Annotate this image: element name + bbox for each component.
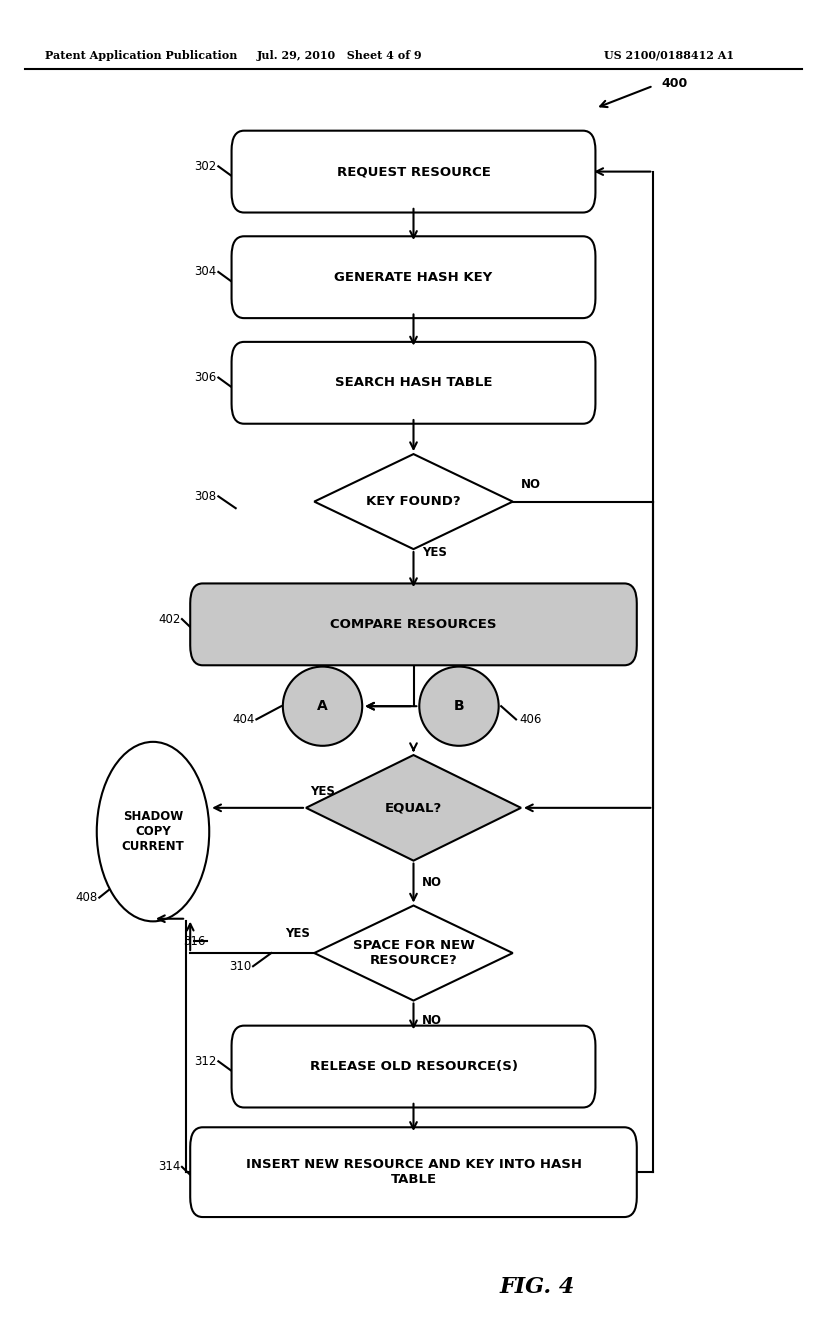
Text: SHADOW
COPY
CURRENT: SHADOW COPY CURRENT <box>122 810 184 853</box>
Text: COMPARE RESOURCES: COMPARE RESOURCES <box>330 618 497 631</box>
Text: US 2100/0188412 A1: US 2100/0188412 A1 <box>604 50 734 61</box>
Circle shape <box>97 742 209 921</box>
Text: 306: 306 <box>194 371 217 384</box>
Text: 314: 314 <box>158 1160 180 1173</box>
Polygon shape <box>306 755 521 861</box>
Text: 308: 308 <box>194 490 217 503</box>
Text: B: B <box>454 700 464 713</box>
Text: 402: 402 <box>158 612 180 626</box>
FancyBboxPatch shape <box>232 236 595 318</box>
Text: RELEASE OLD RESOURCE(S): RELEASE OLD RESOURCE(S) <box>309 1060 518 1073</box>
Text: 302: 302 <box>194 160 217 173</box>
Polygon shape <box>314 906 513 1001</box>
Text: 316: 316 <box>183 935 205 948</box>
Polygon shape <box>314 454 513 549</box>
FancyBboxPatch shape <box>190 583 637 665</box>
Ellipse shape <box>419 667 499 746</box>
Text: YES: YES <box>422 546 447 560</box>
Text: NO: NO <box>422 1014 442 1027</box>
Text: 406: 406 <box>519 713 542 726</box>
Text: Jul. 29, 2010   Sheet 4 of 9: Jul. 29, 2010 Sheet 4 of 9 <box>256 50 422 61</box>
Text: A: A <box>318 700 327 713</box>
Text: 312: 312 <box>194 1055 217 1068</box>
Text: NO: NO <box>422 876 442 890</box>
Text: EQUAL?: EQUAL? <box>385 801 442 814</box>
Text: GENERATE HASH KEY: GENERATE HASH KEY <box>334 271 493 284</box>
FancyBboxPatch shape <box>190 1127 637 1217</box>
Text: Patent Application Publication: Patent Application Publication <box>45 50 238 61</box>
FancyBboxPatch shape <box>232 131 595 213</box>
Text: YES: YES <box>310 784 335 797</box>
Text: NO: NO <box>521 478 541 491</box>
Ellipse shape <box>283 667 362 746</box>
Text: 304: 304 <box>194 265 217 279</box>
FancyBboxPatch shape <box>232 342 595 424</box>
Text: FIG. 4: FIG. 4 <box>500 1276 576 1298</box>
Text: REQUEST RESOURCE: REQUEST RESOURCE <box>337 165 490 178</box>
Text: INSERT NEW RESOURCE AND KEY INTO HASH
TABLE: INSERT NEW RESOURCE AND KEY INTO HASH TA… <box>246 1158 581 1187</box>
Text: 404: 404 <box>232 713 255 726</box>
Text: SEARCH HASH TABLE: SEARCH HASH TABLE <box>335 376 492 389</box>
Text: KEY FOUND?: KEY FOUND? <box>366 495 461 508</box>
FancyBboxPatch shape <box>232 1026 595 1107</box>
Text: 400: 400 <box>662 77 688 90</box>
Text: SPACE FOR NEW
RESOURCE?: SPACE FOR NEW RESOURCE? <box>352 939 475 968</box>
Text: 408: 408 <box>75 891 98 904</box>
Text: 310: 310 <box>229 960 251 973</box>
Text: YES: YES <box>285 927 310 940</box>
